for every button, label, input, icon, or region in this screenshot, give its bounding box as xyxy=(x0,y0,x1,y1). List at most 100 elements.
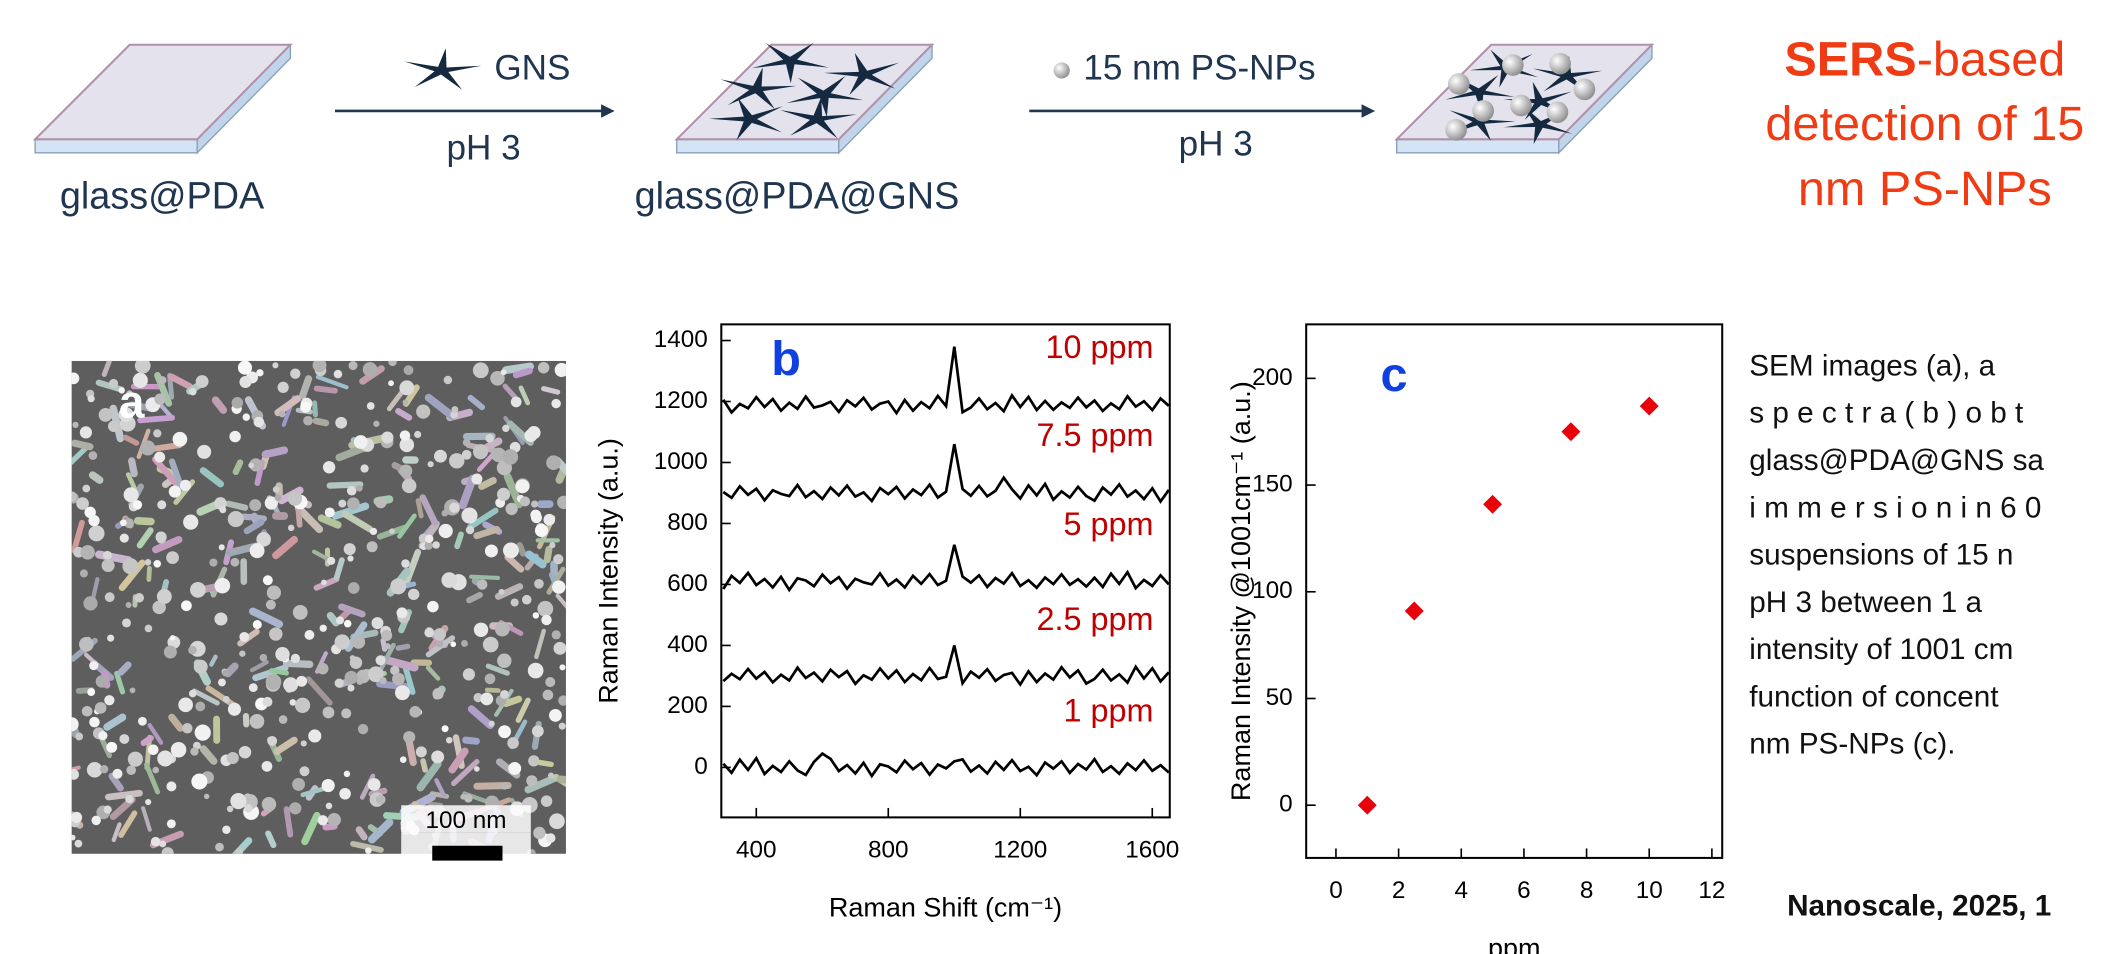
sem-grain xyxy=(553,554,564,565)
sem-grain xyxy=(190,581,206,598)
sem-fiber xyxy=(71,519,85,554)
sem-grain xyxy=(396,607,408,619)
sem-fiber xyxy=(205,685,238,709)
sem-grain xyxy=(153,429,162,438)
sem-grain xyxy=(402,399,409,406)
sem-grain xyxy=(308,729,322,743)
sem-grain xyxy=(541,614,552,626)
sem-fiber xyxy=(141,806,152,832)
sem-grain xyxy=(183,514,199,530)
y-tick-label: 50 xyxy=(1266,684,1293,711)
sem-grain xyxy=(498,725,512,739)
sem-grain xyxy=(107,420,120,432)
sem-grain xyxy=(465,525,475,535)
sem-fiber xyxy=(415,498,424,519)
reagent-label: GNS xyxy=(494,49,570,88)
sem-grain xyxy=(304,630,315,640)
sem-grain xyxy=(256,532,271,547)
sem-grain xyxy=(290,653,301,664)
sem-grain xyxy=(79,569,88,578)
sem-grain xyxy=(476,579,488,590)
ps-nanoparticle xyxy=(1448,73,1470,95)
sem-grain xyxy=(292,777,306,791)
caption-line: nm PS-NPs (c). xyxy=(1749,728,1955,761)
sem-grain xyxy=(71,372,80,385)
x-tick-label: 12 xyxy=(1698,877,1725,904)
sem-grain xyxy=(118,407,134,422)
sem-grain xyxy=(227,511,244,528)
sem-grain xyxy=(424,627,434,638)
data-point xyxy=(1639,396,1659,416)
sem-grain xyxy=(222,825,231,834)
sem-fiber xyxy=(232,459,244,476)
condition-label: pH 3 xyxy=(1179,124,1253,163)
sem-grain xyxy=(303,415,313,426)
sem-grain xyxy=(118,387,125,394)
sem-fiber xyxy=(103,713,127,731)
sem-fiber xyxy=(250,660,269,673)
sem-grain xyxy=(414,430,422,439)
sem-grain xyxy=(461,507,478,524)
sem-grain xyxy=(253,416,265,428)
sem-grain xyxy=(188,645,197,655)
sem-fiber xyxy=(144,762,161,795)
sem-grain xyxy=(388,380,394,387)
sem-grain xyxy=(219,506,227,514)
sem-grain xyxy=(510,598,519,607)
sem-grain xyxy=(112,768,123,779)
sem-grain xyxy=(347,582,360,594)
sem-grain xyxy=(515,479,530,494)
sem-grain xyxy=(122,618,131,628)
sem-grain xyxy=(327,556,336,565)
arrow-head xyxy=(601,104,615,118)
sem-fiber xyxy=(168,458,185,492)
sem-fiber xyxy=(395,408,413,421)
sem-grain xyxy=(249,458,263,472)
sem-fiber xyxy=(462,736,480,745)
sem-fiber xyxy=(378,642,396,672)
sem-grain xyxy=(312,360,327,373)
sem-grain xyxy=(346,485,357,496)
sem-grain xyxy=(384,643,391,650)
sem-grain xyxy=(527,662,544,679)
sem-grain xyxy=(203,793,210,800)
sem-grain xyxy=(166,819,176,829)
sem-grain xyxy=(472,444,489,460)
sem-fiber xyxy=(434,778,447,798)
sem-grain xyxy=(166,551,179,564)
sem-grain xyxy=(71,834,76,841)
sem-fiber xyxy=(420,758,428,773)
y-tick-label: 1200 xyxy=(654,387,708,414)
sem-grain xyxy=(88,451,98,460)
sem-grain xyxy=(549,813,565,830)
sem-fiber xyxy=(326,481,364,489)
sem-grain xyxy=(197,444,212,459)
sem-grain xyxy=(103,805,112,814)
sem-grain xyxy=(367,666,384,683)
sem-fiber xyxy=(448,747,469,774)
sem-grain xyxy=(344,670,358,685)
headline: nm PS-NPs xyxy=(1798,162,2052,216)
sem-grain xyxy=(558,695,566,706)
sem-grain xyxy=(451,406,459,414)
sem-fiber xyxy=(111,822,122,843)
sem-fiber xyxy=(315,374,349,390)
y-tick-label: 100 xyxy=(1252,577,1293,604)
sem-grain xyxy=(507,737,519,749)
sem-grain xyxy=(494,621,510,637)
sem-grain xyxy=(438,523,453,539)
sem-grain xyxy=(144,624,153,633)
x-tick-label: 1600 xyxy=(1125,837,1179,864)
sem-grain xyxy=(127,751,143,767)
sem-grain xyxy=(235,848,244,854)
sem-fiber xyxy=(326,611,340,627)
sem-grain xyxy=(137,716,147,726)
sem-grain xyxy=(343,543,356,556)
sem-fiber xyxy=(469,574,500,581)
sem-grain xyxy=(399,437,415,453)
sem-fiber xyxy=(114,670,126,695)
data-point xyxy=(1561,422,1581,442)
spectrum-line xyxy=(722,443,1170,504)
sem-grain xyxy=(484,673,496,685)
sem-grain xyxy=(214,612,228,626)
